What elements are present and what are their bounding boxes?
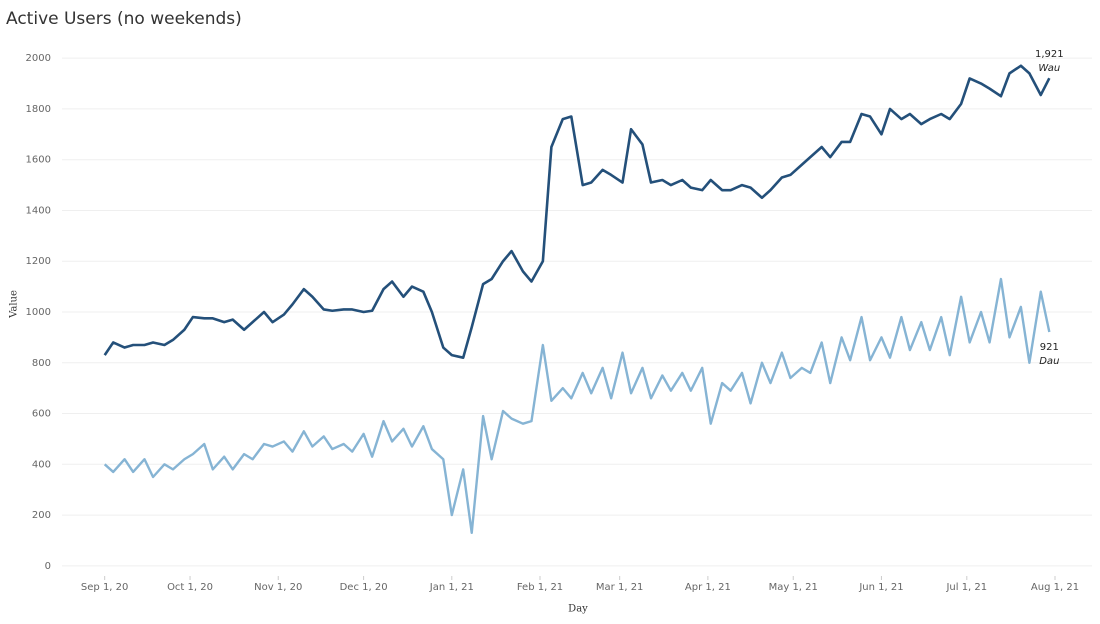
end-value-label: 921 <box>1040 342 1059 353</box>
x-tick-label: Aug 1, 21 <box>1031 582 1079 593</box>
x-tick-label: Jun 1, 21 <box>858 582 903 593</box>
legend-label: Wau <box>1038 63 1060 74</box>
x-tick-label: Jul 1, 21 <box>945 582 987 593</box>
x-axis-title: Day <box>568 604 588 615</box>
y-tick-label: 1800 <box>26 104 51 115</box>
y-tick-label: 0 <box>45 561 51 572</box>
plot-area <box>103 64 1051 535</box>
y-tick-label: 800 <box>32 358 51 369</box>
x-tick-label: Mar 1, 21 <box>596 582 644 593</box>
y-tick-label: 1600 <box>26 155 51 166</box>
x-tick-label: Jan 1, 21 <box>429 582 474 593</box>
y-tick-label: 1000 <box>26 307 51 318</box>
x-tick-label: May 1, 21 <box>769 582 818 593</box>
y-tick-label: 600 <box>32 409 51 420</box>
y-tick-label: 1200 <box>26 256 51 267</box>
grid <box>62 57 1092 580</box>
y-axis-title: Value <box>9 290 20 319</box>
x-tick-label: Dec 1, 20 <box>340 582 388 593</box>
x-tick-label: Feb 1, 21 <box>517 582 563 593</box>
y-tick-label: 200 <box>32 510 51 521</box>
y-tick-label: 1400 <box>26 205 51 216</box>
y-tick-label: 400 <box>32 459 51 470</box>
x-tick-label: Nov 1, 20 <box>254 582 302 593</box>
x-tick-label: Sep 1, 20 <box>81 582 128 593</box>
end-value-label: 1,921 <box>1035 49 1064 60</box>
x-tick-label: Oct 1, 20 <box>167 582 213 593</box>
x-tick-label: Apr 1, 21 <box>685 582 731 593</box>
series-line <box>103 277 1051 535</box>
series-line <box>103 64 1051 359</box>
chart-title: Active Users (no weekends) <box>6 9 242 29</box>
y-tick-label: 2000 <box>26 53 51 64</box>
legend-label: Dau <box>1039 356 1059 367</box>
